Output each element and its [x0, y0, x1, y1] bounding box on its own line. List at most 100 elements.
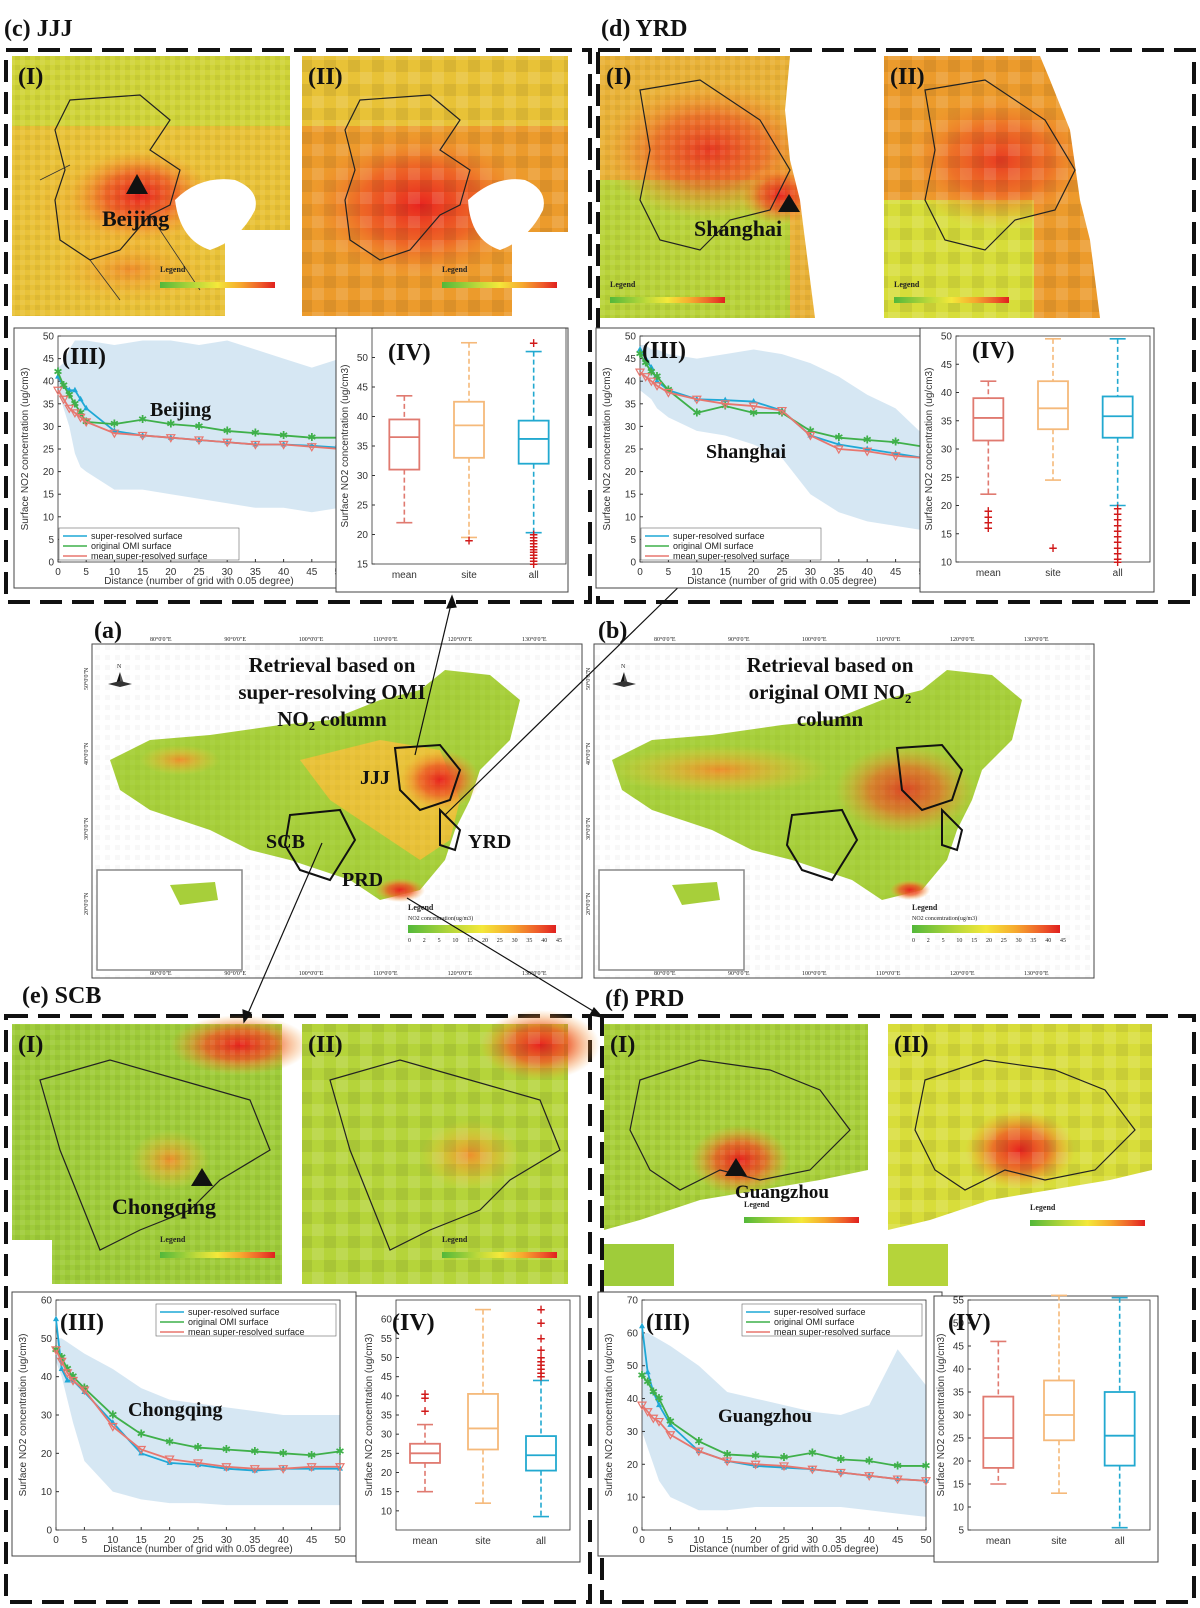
lon-label: 110°0'0"E: [373, 970, 398, 977]
y-axis-label: Surface NO2 concentration (ug/cm3): [20, 368, 31, 531]
data-point: [722, 1457, 733, 1467]
y-tick-label: 50: [953, 1319, 965, 1330]
data-point: [862, 447, 873, 457]
label-c-I: (I): [18, 64, 43, 90]
data-point: ✱: [649, 1386, 658, 1399]
data-point: ✱: [808, 1446, 817, 1459]
box-outlier: +: [1113, 513, 1123, 527]
chart-sublabel: (IV): [388, 340, 431, 366]
box-iqr: [1103, 1391, 1136, 1467]
data-point: [278, 440, 289, 450]
box-outlier: +: [536, 1316, 546, 1330]
data-point: [64, 404, 75, 414]
box-chart-d-IV: 10 15 20 25 30 35 40 45 50 Surface NO2 concentrat…: [919, 327, 1155, 593]
y-tick-label: 40: [941, 388, 953, 399]
x-tick-label: 5: [666, 567, 672, 578]
box-outlier: +: [1113, 518, 1123, 532]
data-point: ✱: [654, 1392, 663, 1405]
y-tick-label: 25: [941, 473, 953, 484]
data-point: [833, 445, 844, 455]
svg-text:N: N: [621, 664, 626, 670]
series-line: [641, 1404, 927, 1482]
data-point: ✱: [863, 433, 872, 446]
y-tick-label: 45: [625, 354, 637, 365]
box-outlier: +: [1113, 507, 1123, 521]
region-label-yrd: YRD: [468, 831, 511, 853]
data-point: [640, 373, 651, 382]
series-line: [639, 349, 925, 459]
lon-label: 90°0'0"E: [224, 636, 246, 643]
line-chart-f-III: 0 5 10 15 20 25 30 35 40 45 50 0 10 20 30 40 50 60 70 Dista…: [597, 1291, 943, 1557]
x-tick-label: 25: [776, 567, 788, 578]
y-tick-label: 40: [357, 412, 369, 423]
y-tick-label: 45: [357, 383, 369, 394]
category-label: site: [1045, 568, 1061, 579]
data-point: [64, 1377, 71, 1383]
data-point: [278, 1465, 289, 1474]
x-tick-label: 20: [164, 1535, 176, 1546]
legend-tick: 35: [1030, 938, 1036, 944]
chart-city-label: Chongqing: [128, 1399, 223, 1421]
region-label-prd: PRD: [342, 869, 383, 891]
data-point: [693, 1447, 704, 1457]
lon-label: 130°0'0"E: [522, 970, 547, 977]
box-outlier: +: [1113, 555, 1123, 569]
x-tick-label: 45: [890, 567, 902, 578]
y-tick-label: 0: [46, 1526, 52, 1537]
y-tick-label: 0: [630, 558, 636, 569]
legend-tick: 20: [986, 938, 992, 944]
y-tick-label: 35: [381, 1411, 393, 1422]
box-iqr: [388, 418, 421, 471]
lat-label: 40°0'0"N: [83, 742, 90, 765]
category-label: all: [536, 1536, 546, 1547]
legend-tick: 40: [541, 938, 547, 944]
category-label: mean: [986, 1536, 1011, 1547]
y-tick-label: 15: [381, 1487, 393, 1498]
box-outlier: +: [983, 510, 993, 524]
lon-label: 80°0'0"E: [654, 636, 676, 643]
box-outlier: +: [420, 1404, 430, 1418]
legend-tick: 0: [912, 938, 915, 944]
y-tick-label: 15: [941, 529, 953, 540]
data-point: [665, 1431, 676, 1440]
y-tick-label: 15: [357, 560, 369, 571]
data-point: [667, 1421, 674, 1427]
series-line: [641, 1374, 926, 1467]
x-tick-label: 10: [107, 1535, 119, 1546]
data-point: ✱: [635, 348, 644, 361]
lon-label: 100°0'0"E: [299, 636, 324, 643]
lon-label: 90°0'0"E: [224, 970, 246, 977]
y-tick-label: 30: [41, 1411, 53, 1422]
y-tick-label: 60: [41, 1296, 53, 1307]
box-outlier: +: [529, 528, 539, 542]
city-marker-icon: [725, 1158, 747, 1176]
box-outlier: +: [529, 548, 539, 562]
data-point: [835, 440, 842, 447]
lon-label: 130°0'0"E: [1024, 970, 1049, 977]
legend-tick: 10: [956, 938, 962, 944]
y-tick-label: 50: [41, 1334, 53, 1345]
data-point: ✱: [250, 1445, 259, 1458]
x-tick-label: 25: [192, 1535, 204, 1546]
map-f-city-label: Guangzhou: [735, 1182, 829, 1203]
data-point: [50, 1346, 62, 1356]
x-tick-label: 45: [306, 1535, 318, 1546]
x-tick-label: 15: [720, 567, 732, 578]
x-tick-label: 0: [637, 567, 643, 578]
data-point: [164, 1455, 175, 1465]
data-point: [637, 346, 643, 352]
box-outlier: +: [983, 515, 993, 529]
box-outlier: +: [1113, 535, 1123, 549]
y-tick-label: 20: [953, 1457, 965, 1468]
box-outlier: +: [983, 504, 993, 518]
chart-sublabel: (III): [646, 1310, 690, 1336]
x-tick-label: 30: [222, 567, 234, 578]
data-point: [249, 1465, 260, 1474]
y-tick-label: 30: [627, 1427, 639, 1438]
data-point: ✱: [721, 400, 730, 413]
x-tick-label: 45: [892, 1535, 904, 1546]
box-iqr: [467, 1393, 499, 1451]
x-tick-label: 15: [722, 1535, 734, 1546]
legend-entry: super-resolved surface: [774, 1307, 866, 1317]
x-tick-label: 30: [807, 1535, 819, 1546]
